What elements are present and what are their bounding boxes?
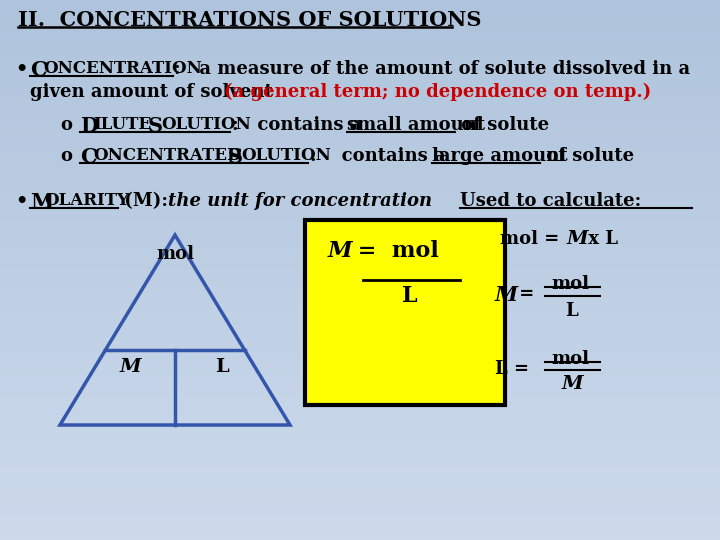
Text: M: M <box>495 285 518 305</box>
Text: D: D <box>80 116 98 136</box>
Text: M: M <box>561 375 582 393</box>
Text: =: = <box>513 285 534 303</box>
Text: mol =: mol = <box>500 230 565 248</box>
Text: ILUTE: ILUTE <box>93 116 151 133</box>
Text: II.  CONCENTRATIONS OF SOLUTIONS: II. CONCENTRATIONS OF SOLUTIONS <box>18 10 482 30</box>
Text: •: • <box>15 192 27 210</box>
Text: (M):: (M): <box>118 192 181 210</box>
Text: OLARITY: OLARITY <box>44 192 129 209</box>
Text: C: C <box>80 147 96 167</box>
Text: o: o <box>60 116 72 134</box>
Text: M: M <box>120 358 141 376</box>
Text: •: • <box>15 60 27 78</box>
Text: given amount of solvent: given amount of solvent <box>30 83 279 101</box>
Text: L =: L = <box>495 360 529 378</box>
Text: mol: mol <box>551 275 589 293</box>
Text: Used to calculate:: Used to calculate: <box>460 192 642 210</box>
Text: mol: mol <box>551 350 589 368</box>
Text: of solute: of solute <box>455 116 549 134</box>
Text: =  mol: = mol <box>350 240 438 262</box>
Text: OLUTION: OLUTION <box>161 116 251 133</box>
Text: L: L <box>215 358 229 376</box>
Text: :    contains a: : contains a <box>310 147 452 165</box>
Text: o: o <box>60 147 72 165</box>
Text: M: M <box>30 192 53 212</box>
Text: small amount: small amount <box>347 116 485 134</box>
Text: ONCENTRATED: ONCENTRATED <box>93 147 241 164</box>
Text: OLUTION: OLUTION <box>241 147 330 164</box>
Text: ONCENTRATION: ONCENTRATION <box>43 60 202 77</box>
Text: :   contains a: : contains a <box>232 116 368 134</box>
Text: mol: mol <box>156 245 194 263</box>
Bar <box>305 220 505 405</box>
Text: S: S <box>148 116 163 136</box>
Text: L: L <box>402 285 418 307</box>
Text: M: M <box>567 230 589 248</box>
Text: x L: x L <box>582 230 618 248</box>
Text: large amount: large amount <box>432 147 567 165</box>
Text: C: C <box>30 60 47 80</box>
Text: S: S <box>228 147 243 167</box>
Text: the unit for concentration: the unit for concentration <box>168 192 432 210</box>
Text: M: M <box>328 240 353 262</box>
Text: of solute: of solute <box>540 147 634 165</box>
Text: L: L <box>566 302 578 320</box>
Text: :   a measure of the amount of solute dissolved in a: : a measure of the amount of solute diss… <box>174 60 690 78</box>
Text: (a general term; no dependence on temp.): (a general term; no dependence on temp.) <box>224 83 652 102</box>
